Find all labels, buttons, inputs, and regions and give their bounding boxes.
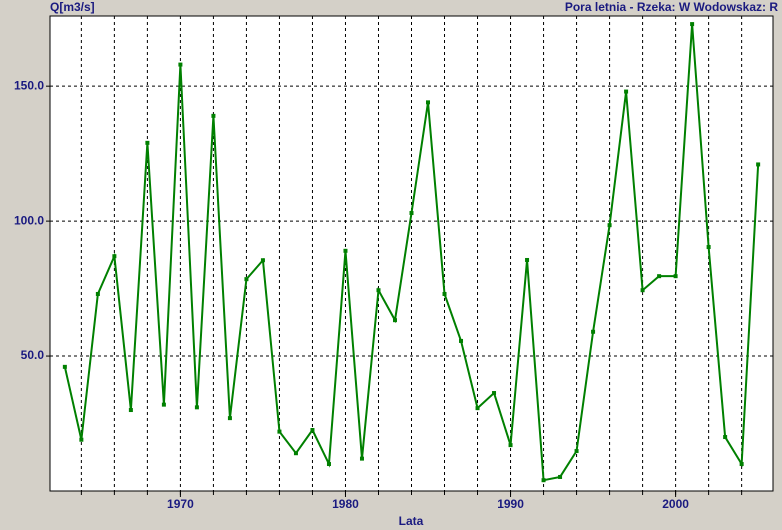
data-point [145,140,150,145]
data-point [492,391,497,396]
x-tick-label: 1980 [332,497,359,511]
y-tick-label: 50.0 [21,348,45,362]
data-point [277,429,282,434]
data-point [359,456,364,461]
data-point [508,443,513,448]
data-point [112,254,117,259]
data-point [690,22,695,27]
data-point [62,364,67,369]
data-point [260,258,265,263]
data-point [244,277,249,282]
data-point [79,437,84,442]
data-point [475,406,480,411]
data-point [459,338,464,343]
data-point [326,462,331,467]
x-tick-label: 2000 [662,497,689,511]
data-point [310,428,315,433]
x-axis-label: Lata [399,514,424,528]
data-point [558,474,563,479]
data-point [227,416,232,421]
x-tick-label: 1990 [497,497,524,511]
data-point [739,462,744,467]
data-point [574,449,579,454]
data-point [194,405,199,410]
data-point [392,318,397,323]
data-point [673,274,678,279]
data-point [640,288,645,293]
data-point [607,223,612,228]
x-tick-label: 1970 [167,497,194,511]
data-point [706,245,711,250]
data-point [723,435,728,440]
y-axis-label: Q[m3/s] [50,0,95,14]
data-point [624,89,629,94]
data-point [409,211,414,216]
y-tick-label: 100.0 [14,213,44,227]
data-point [756,162,761,167]
data-point [442,291,447,296]
data-point [178,62,183,67]
data-point [343,248,348,253]
data-point [376,288,381,293]
data-point [657,274,662,279]
data-point [128,408,133,413]
y-tick-label: 150.0 [14,78,44,92]
data-point [161,402,166,407]
data-point [541,478,546,483]
data-point [95,291,100,296]
data-point [211,113,216,118]
chart-title: Pora letnia - Rzeka: W Wodowskaz: R [565,0,778,14]
data-point [293,451,298,456]
data-point [591,329,596,334]
data-point [525,257,530,262]
data-point [426,100,431,105]
